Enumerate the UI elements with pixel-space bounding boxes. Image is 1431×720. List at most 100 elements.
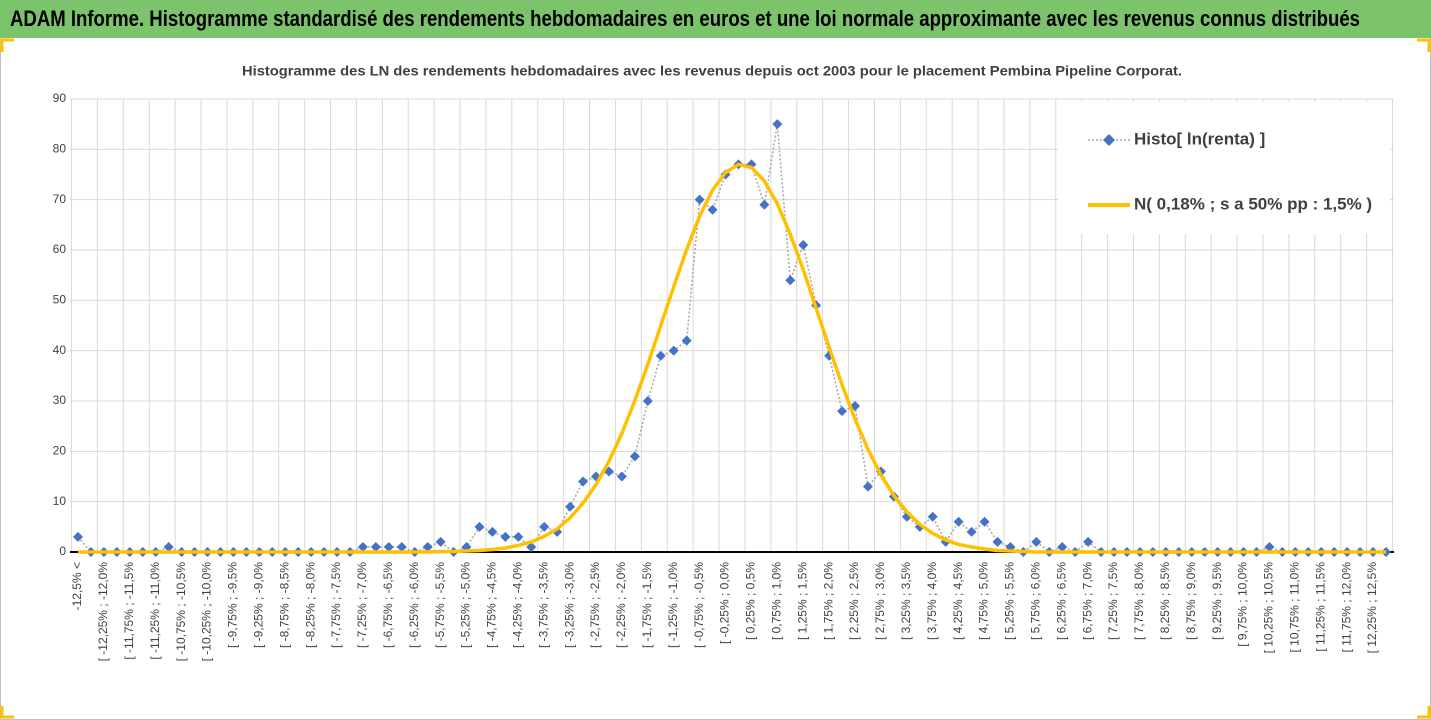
point-marker [1031,536,1042,547]
x-tick-label: -12,5% < [70,562,84,610]
point-marker [668,345,679,356]
x-tick-label: [ 9,25% ; 9,5% [1210,562,1224,640]
x-tick-label: [ -12,25% ; -12,0% [96,562,110,662]
x-tick-label: [ -3,25% ; -3,0% [562,562,576,648]
x-tick-label: [ 8,75% ; 9,0% [1184,562,1198,640]
point-marker [785,275,796,286]
point-marker [422,541,433,552]
x-tick-label: [ 2,25% ; 2,5% [847,562,861,640]
point-marker [163,541,174,552]
x-tick-label: [ 5,75% ; 6,0% [1029,562,1043,640]
x-tick-label: [ 2,75% ; 3,0% [873,562,887,640]
point-marker [992,536,1003,547]
x-tick-label: [ 1,75% ; 2,0% [821,562,835,640]
header-band [0,0,1431,38]
y-tick-label: 20 [53,444,67,458]
x-tick-label: [ 12,25% ; 12,5% [1365,562,1379,654]
point-marker [759,199,770,210]
point-marker [837,406,848,417]
point-marker [616,471,627,482]
x-tick-label: [ 6,75% ; 7,0% [1080,562,1094,640]
x-tick-label: [ 11,75% ; 12,0% [1339,562,1353,653]
x-tick-label: [ 4,25% ; 4,5% [951,562,965,640]
point-marker [526,541,537,552]
chart-title: Histogramme des LN des rendements hebdom… [242,63,1182,79]
point-marker [435,536,446,547]
y-tick-label: 80 [53,142,67,156]
legend-swatch [1103,134,1115,146]
x-tick-label: [ 8,25% ; 8,5% [1158,562,1172,640]
header-title: ADAM Informe. Histogramme standardisé de… [10,6,1360,31]
x-tick-label: [ -5,25% ; -5,0% [459,562,473,648]
corner-marks [0,38,1431,719]
point-marker [966,526,977,537]
series-line [78,162,1386,554]
x-tick-label: [ -6,25% ; -6,0% [407,562,421,648]
x-tick-label: [ -7,25% ; -7,0% [355,562,369,648]
x-tick-label: [ -4,25% ; -4,0% [510,562,524,648]
y-tick-label: 90 [53,91,67,105]
point-marker [370,541,381,552]
x-tick-label: [ -0,25% ; 0,0% [718,562,732,644]
x-tick-label: [ 3,75% ; 4,0% [925,562,939,640]
point-marker [1057,541,1068,552]
x-tick-label: [ 11,25% ; 11,5% [1313,562,1327,652]
point-marker [1083,536,1094,547]
x-tick-label: [ -2,75% ; -2,5% [588,562,602,648]
legend-box [1058,102,1390,234]
x-tick-label: [ 7,75% ; 8,0% [1132,562,1146,640]
point-marker [707,204,718,215]
point-marker [383,541,394,552]
x-tick-label: [ -11,75% ; -11,5% [122,562,136,660]
point-marker [396,541,407,552]
point-marker [772,119,783,130]
x-tick-label: [ 3,25% ; 3,5% [899,562,913,640]
point-marker [474,521,485,532]
y-tick-label: 40 [53,343,67,357]
point-marker [655,350,666,361]
x-tick-label: [ -9,25% ; -9,0% [251,562,265,648]
point-marker [798,239,809,250]
x-tick-label: [ -10,75% ; -10,5% [174,562,188,662]
x-tick-label: [ -9,75% ; -9,5% [226,562,240,648]
point-marker [500,531,511,542]
point-marker [953,516,964,527]
x-tick-label: [ 10,75% ; 11,0% [1288,562,1302,653]
x-tick-label: [ -8,25% ; -8,0% [303,562,317,648]
x-tick-label: [ -1,75% ; -1,5% [640,562,654,648]
y-tick-label: 0 [59,544,66,558]
y-tick-label: 30 [53,393,67,407]
point-marker [694,194,705,205]
point-marker [539,521,550,532]
y-tick-label: 60 [53,242,67,256]
x-tick-label: [ 0,75% ; 1,0% [769,562,783,640]
x-tick-label: [ 7,25% ; 7,5% [1106,562,1120,640]
point-marker [578,476,589,487]
x-tick-label: [ -6,75% ; -6,5% [381,562,395,648]
x-tick-label: [ -3,75% ; -3,5% [536,562,550,648]
x-tick-label: [ 1,25% ; 1,5% [795,562,809,640]
x-tick-label: [ -0,75% ; -0,5% [692,562,706,648]
point-marker [927,511,938,522]
point-marker [642,396,653,406]
point-marker [1264,541,1275,552]
point-marker [513,531,524,542]
x-tick-label: [ -4,75% ; -4,5% [485,562,499,648]
point-marker [862,481,873,492]
x-tick-label: [ -2,25% ; -2,0% [614,562,628,648]
x-tick-label: [ 6,25% ; 6,5% [1054,562,1068,640]
x-tick-label: [ -1,25% ; -1,0% [666,562,680,648]
point-marker [629,451,640,462]
x-tick-label: [ -8,75% ; -8,5% [277,562,291,648]
point-marker [681,335,692,346]
y-tick-label: 50 [53,293,67,307]
x-tick-label: [ 5,25% ; 5,5% [1003,562,1017,640]
x-tick-label: [ 0,25% ; 0,5% [744,562,758,640]
x-tick-label: [ -5,75% ; -5,5% [433,562,447,648]
x-tick-label: [ -10,25% ; -10,0% [200,562,214,662]
point-marker [487,526,498,537]
point-marker [565,501,576,512]
x-tick-label: [ 10,25% ; 10,5% [1262,562,1276,654]
point-marker [979,516,990,527]
